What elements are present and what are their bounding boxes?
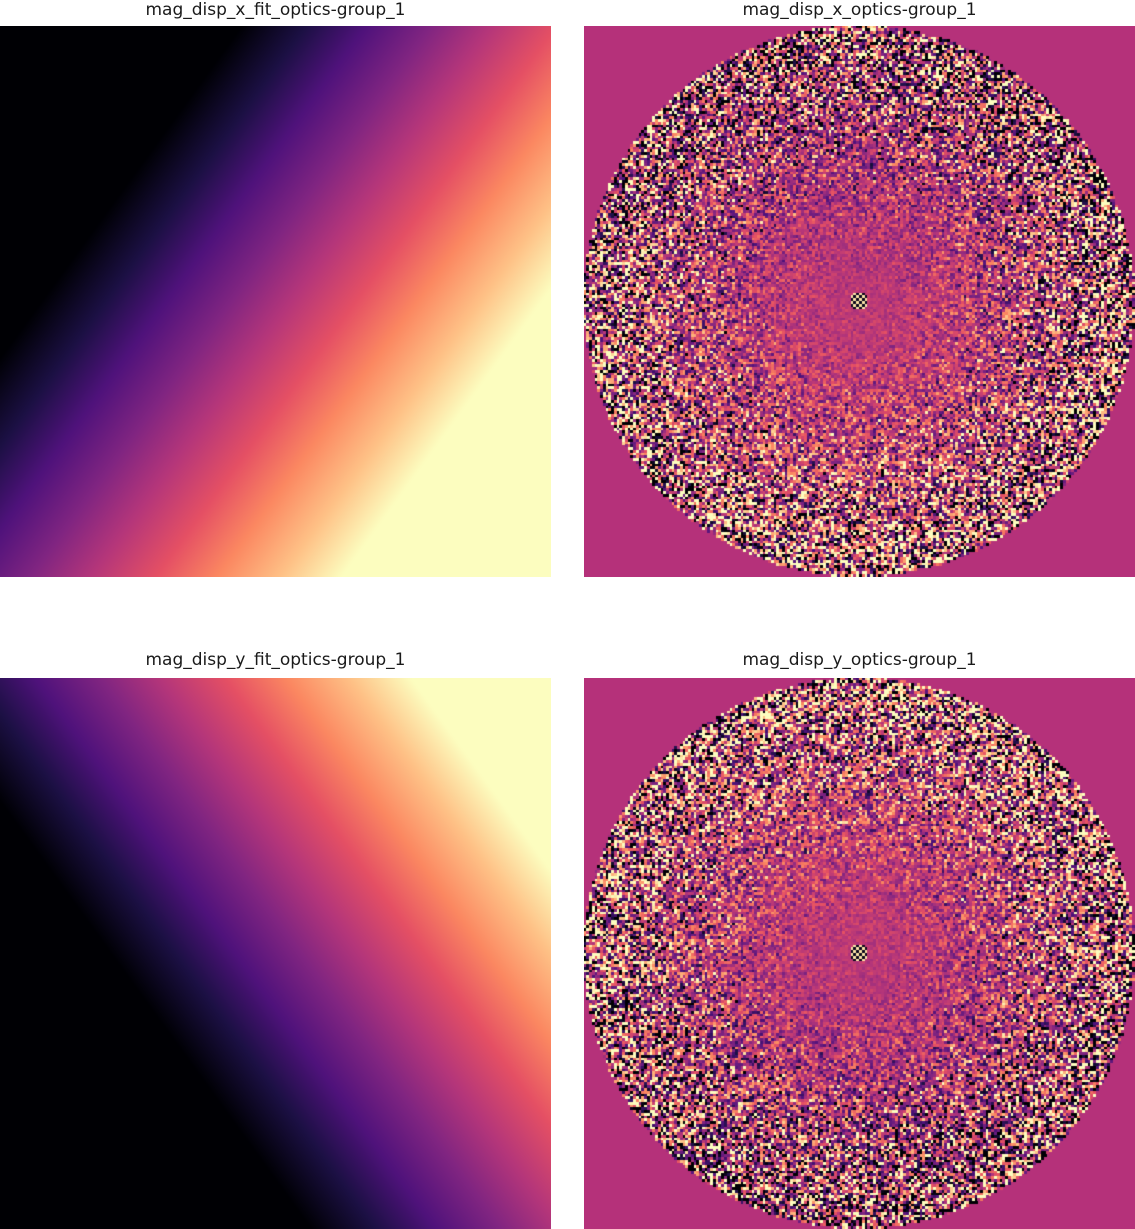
heatmap-x-fit — [0, 26, 551, 577]
panel-title-x: mag_disp_x_optics-group_1 — [742, 0, 977, 20]
panel-title-y-fit: mag_disp_y_fit_optics-group_1 — [145, 650, 406, 670]
panel-title-x-fit: mag_disp_x_fit_optics-group_1 — [145, 0, 406, 20]
heatmap-y-fit — [0, 678, 551, 1229]
heatmap-x — [584, 26, 1135, 577]
heatmap-y — [584, 678, 1135, 1229]
panel-title-y: mag_disp_y_optics-group_1 — [742, 650, 977, 670]
